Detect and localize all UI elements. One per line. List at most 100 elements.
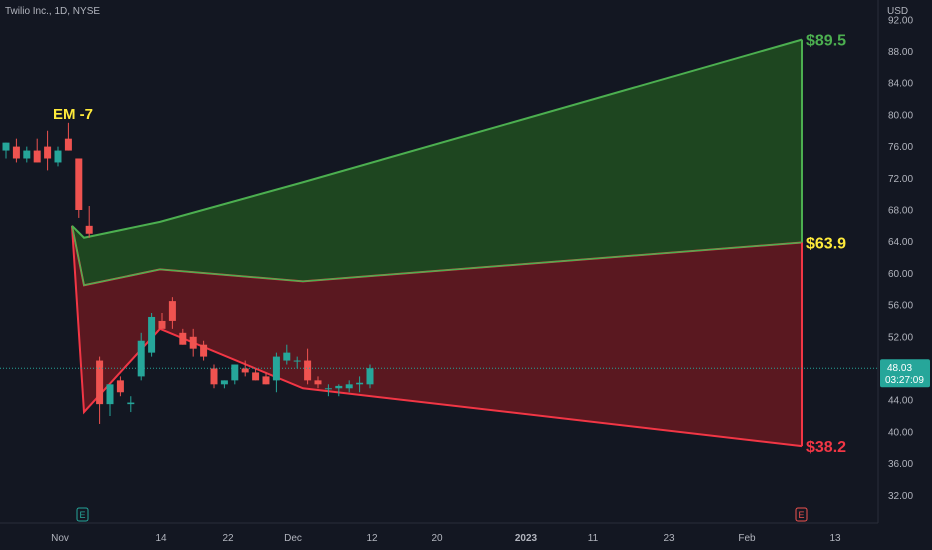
candle-body (85, 225, 93, 234)
candle (241, 360, 249, 377)
candle (314, 376, 322, 389)
candle (168, 297, 176, 329)
upper-zone (72, 39, 802, 286)
candle (137, 332, 145, 381)
candle (283, 344, 291, 365)
candle (231, 364, 239, 385)
y-tick-label: 88.00 (888, 47, 913, 58)
candle-body (64, 138, 72, 151)
y-tick-label: 32.00 (888, 491, 913, 502)
candle-body (324, 388, 332, 390)
y-tick-label: 72.00 (888, 174, 913, 185)
price-tag-value: 48.03 (887, 363, 912, 374)
x-tick-label: 14 (155, 533, 167, 544)
y-tick-label: 84.00 (888, 79, 913, 90)
candle (304, 348, 312, 385)
candle-body (33, 150, 41, 163)
candle (85, 206, 93, 238)
candle-body (54, 150, 62, 163)
candle-body (12, 146, 20, 159)
candle (200, 340, 208, 361)
candle-body (106, 384, 114, 405)
lower-zone (72, 225, 802, 447)
candle-body (345, 384, 353, 389)
candle (356, 376, 364, 393)
y-tick-label: 68.00 (888, 205, 913, 216)
candle (252, 368, 260, 381)
y-tick-label: 44.00 (888, 396, 913, 407)
candle (96, 356, 104, 424)
candle-body (304, 360, 312, 381)
candle (335, 384, 343, 397)
candle-body (210, 368, 218, 385)
time-axis[interactable]: Nov 14 22 Dec 12 20 2023 11 23 Feb 13 (0, 522, 878, 544)
candle-body (262, 376, 270, 385)
y-tick-label: 64.00 (888, 237, 913, 248)
candle (272, 352, 280, 393)
candle (44, 130, 52, 171)
candle-body (96, 360, 104, 405)
price-axis-bg (878, 0, 932, 550)
expected-move-zones (71, 38, 803, 448)
y-tick-label: 92.00 (888, 15, 913, 26)
candle (54, 146, 62, 167)
y-tick-label: 80.00 (888, 110, 913, 121)
earnings-marker-right-label: E (798, 510, 804, 520)
middle-band-line (71, 225, 803, 287)
y-tick-label: 40.00 (888, 427, 913, 438)
earnings-marker-right[interactable]: E (795, 507, 808, 522)
y-tick-label: 56.00 (888, 301, 913, 312)
x-tick-label: Nov (51, 533, 69, 544)
band-end-label: $38.2 (806, 439, 846, 456)
band-end-label: $89.5 (806, 33, 846, 50)
candle (345, 380, 353, 393)
currency-label: USD (887, 6, 909, 17)
price-axis[interactable]: 92.00 88.00 84.00 80.00 76.00 72.00 68.00 64.00… (877, 0, 932, 550)
candle (148, 313, 156, 357)
candle-body (116, 380, 124, 393)
candle (220, 380, 228, 389)
candle (75, 158, 83, 218)
candle-body (241, 368, 249, 373)
candle (127, 396, 135, 413)
em-annotation: EM -7 (53, 106, 93, 123)
candle-body (158, 320, 166, 329)
earnings-marker-left-label: E (79, 510, 85, 520)
earnings-marker-left[interactable]: E (76, 507, 89, 522)
earnings-markers[interactable]: E E (76, 507, 808, 522)
candle (106, 384, 114, 417)
candle (324, 384, 332, 397)
candle-body (335, 385, 343, 389)
price-tag-bg (880, 359, 930, 388)
last-price-tag: 48.03 03:27:09 (880, 359, 930, 388)
x-tick-label: 2023 (515, 533, 538, 544)
y-tick-label: 36.00 (888, 459, 913, 470)
x-tick-label: Dec (284, 533, 302, 544)
y-tick-label: 52.00 (888, 332, 913, 343)
candle-body (2, 142, 10, 151)
price-tag-countdown: 03:27:09 (885, 375, 924, 386)
candle (23, 146, 31, 163)
candle-body (231, 364, 239, 381)
x-tick-label: 23 (663, 533, 675, 544)
candle (158, 313, 166, 329)
band-end-labels: $89.5 $63.9 $38.2 (806, 33, 846, 457)
candle (64, 122, 72, 151)
candle-body (189, 336, 197, 349)
x-tick-label: 13 (829, 533, 841, 544)
candle-body (168, 301, 176, 321)
candle-body (137, 340, 145, 377)
candle (179, 328, 187, 345)
candle-body (75, 158, 83, 210)
candle (12, 138, 20, 163)
candle-body (252, 372, 260, 381)
candle (33, 138, 41, 163)
candles (2, 122, 374, 424)
candle (262, 372, 270, 385)
x-tick-label: 20 (431, 533, 443, 544)
candle-body (366, 368, 374, 385)
candle-body (356, 382, 364, 385)
x-tick-label: 12 (366, 533, 378, 544)
candle (293, 356, 301, 369)
